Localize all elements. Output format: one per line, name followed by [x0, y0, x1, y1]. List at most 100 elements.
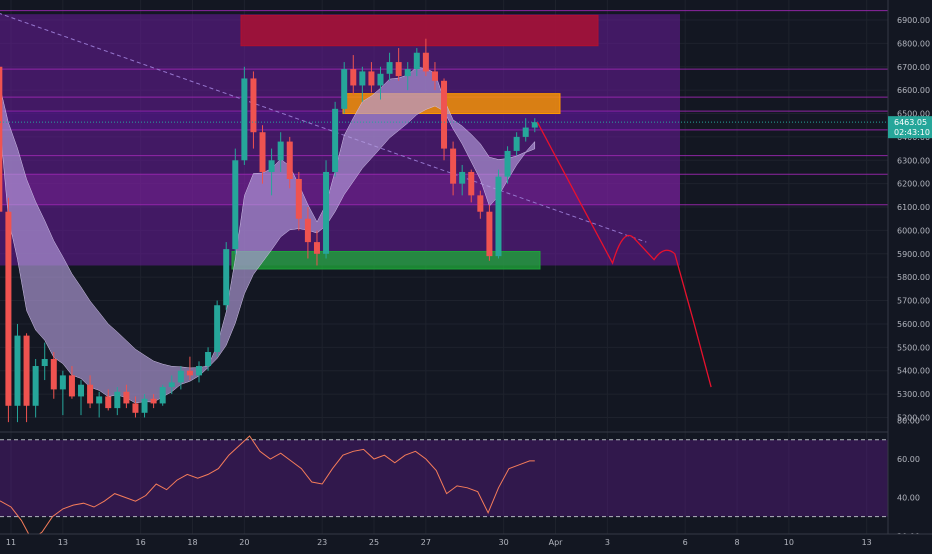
candle-body[interactable]: [368, 71, 375, 86]
candle-body[interactable]: [422, 52, 429, 72]
candle-body[interactable]: [250, 78, 257, 133]
candle-body[interactable]: [486, 211, 493, 257]
candle-body[interactable]: [0, 66, 3, 212]
candle-body[interactable]: [259, 132, 266, 172]
candle-body[interactable]: [59, 375, 66, 390]
red-resistance-zone[interactable]: [240, 14, 599, 47]
candle-body[interactable]: [186, 370, 193, 376]
price-tick-label: 6500.00: [897, 110, 930, 119]
candle-body[interactable]: [268, 160, 275, 172]
current-price-label: 6463.05: [894, 118, 927, 127]
candle-body[interactable]: [141, 398, 148, 413]
candle-body[interactable]: [504, 150, 511, 177]
time-axis-background: [0, 534, 932, 550]
candle-body[interactable]: [459, 171, 466, 184]
moving-average-ribbon: [0, 66, 536, 404]
candle-body[interactable]: [441, 80, 448, 149]
purple-range-zone: [0, 14, 680, 266]
candle-body[interactable]: [96, 396, 103, 404]
current-price-badge[interactable]: [888, 116, 932, 139]
time-tick-label: 18: [187, 538, 197, 547]
candle-body[interactable]: [41, 359, 48, 367]
forecast-path[interactable]: [536, 121, 712, 388]
candle-body[interactable]: [522, 127, 529, 137]
candle-body[interactable]: [395, 62, 402, 77]
time-tick-label: 25: [369, 538, 379, 547]
time-tick-label: 3: [605, 538, 610, 547]
candle-body[interactable]: [78, 384, 85, 397]
candle-body[interactable]: [205, 351, 212, 367]
candle-body[interactable]: [14, 335, 21, 406]
countdown-label: 02:43:10: [894, 128, 930, 137]
price-tick-label: 5800.00: [897, 273, 930, 282]
time-tick-label: 13: [58, 538, 68, 547]
candle-body[interactable]: [114, 391, 121, 409]
time-tick-label: 6: [683, 538, 688, 547]
candle-body[interactable]: [450, 148, 457, 184]
candle-body[interactable]: [350, 69, 357, 86]
candle-body[interactable]: [150, 398, 157, 404]
candle-body[interactable]: [413, 52, 420, 70]
candle-body[interactable]: [377, 73, 384, 86]
price-tick-label: 6600.00: [897, 86, 930, 95]
time-tick-label: 23: [317, 538, 327, 547]
candle-body[interactable]: [531, 122, 538, 128]
price-tick-label: 6700.00: [897, 63, 930, 72]
candle-body[interactable]: [341, 69, 348, 109]
candle-body[interactable]: [495, 176, 502, 257]
price-tick-label: 5200.00: [897, 413, 930, 422]
price-axis-background: [888, 0, 932, 550]
candle-body[interactable]: [386, 62, 393, 74]
dashed-trendline[interactable]: [0, 8, 647, 243]
candle-body[interactable]: [23, 335, 30, 406]
purple-band: [0, 111, 680, 130]
price-tick-label: 5900.00: [897, 250, 930, 259]
candle-body[interactable]: [195, 366, 202, 376]
candle-body[interactable]: [295, 178, 302, 219]
time-tick-label: 10: [784, 538, 794, 547]
candle-body[interactable]: [177, 370, 184, 383]
candle-body[interactable]: [431, 71, 438, 81]
time-tick-label: 30: [499, 538, 509, 547]
time-tick-label: 13: [862, 538, 872, 547]
candle-body[interactable]: [332, 108, 339, 172]
time-tick-label: Apr: [549, 538, 564, 547]
rsi-tick-label: 80.00: [897, 417, 920, 426]
candle-body[interactable]: [32, 366, 39, 406]
rsi-tick-label: 40.00: [897, 493, 920, 502]
candle-body[interactable]: [323, 171, 330, 254]
candle-body[interactable]: [123, 391, 130, 404]
price-tick-label: 6800.00: [897, 39, 930, 48]
candle-body[interactable]: [241, 78, 248, 161]
candle-body[interactable]: [105, 396, 112, 409]
candle-body[interactable]: [468, 171, 475, 196]
candle-body[interactable]: [404, 69, 411, 77]
candle-body[interactable]: [359, 71, 366, 86]
time-tick-label: 11: [6, 538, 16, 547]
candle-body[interactable]: [168, 382, 175, 388]
price-tick-label: 5400.00: [897, 367, 930, 376]
candle-body[interactable]: [513, 136, 520, 151]
price-tick-label: 6000.00: [897, 226, 930, 235]
candle-body[interactable]: [313, 242, 320, 254]
candle-body[interactable]: [50, 359, 57, 390]
candle-body[interactable]: [159, 387, 166, 404]
green-support-zone[interactable]: [231, 250, 541, 270]
candle-body[interactable]: [232, 160, 239, 250]
rsi-line[interactable]: [0, 435, 535, 541]
candle-body[interactable]: [477, 195, 484, 212]
candle-body[interactable]: [277, 141, 284, 161]
time-tick-label: 16: [136, 538, 146, 547]
candle-body[interactable]: [68, 375, 75, 397]
candle-body[interactable]: [5, 211, 12, 406]
candle-body[interactable]: [214, 305, 221, 352]
candle-body[interactable]: [304, 218, 311, 243]
candle-body[interactable]: [132, 403, 139, 413]
candle-body[interactable]: [87, 384, 94, 404]
price-tick-label: 6100.00: [897, 203, 930, 212]
time-tick-label: 20: [239, 538, 249, 547]
candle-body[interactable]: [223, 249, 230, 306]
candle-body[interactable]: [286, 141, 293, 179]
